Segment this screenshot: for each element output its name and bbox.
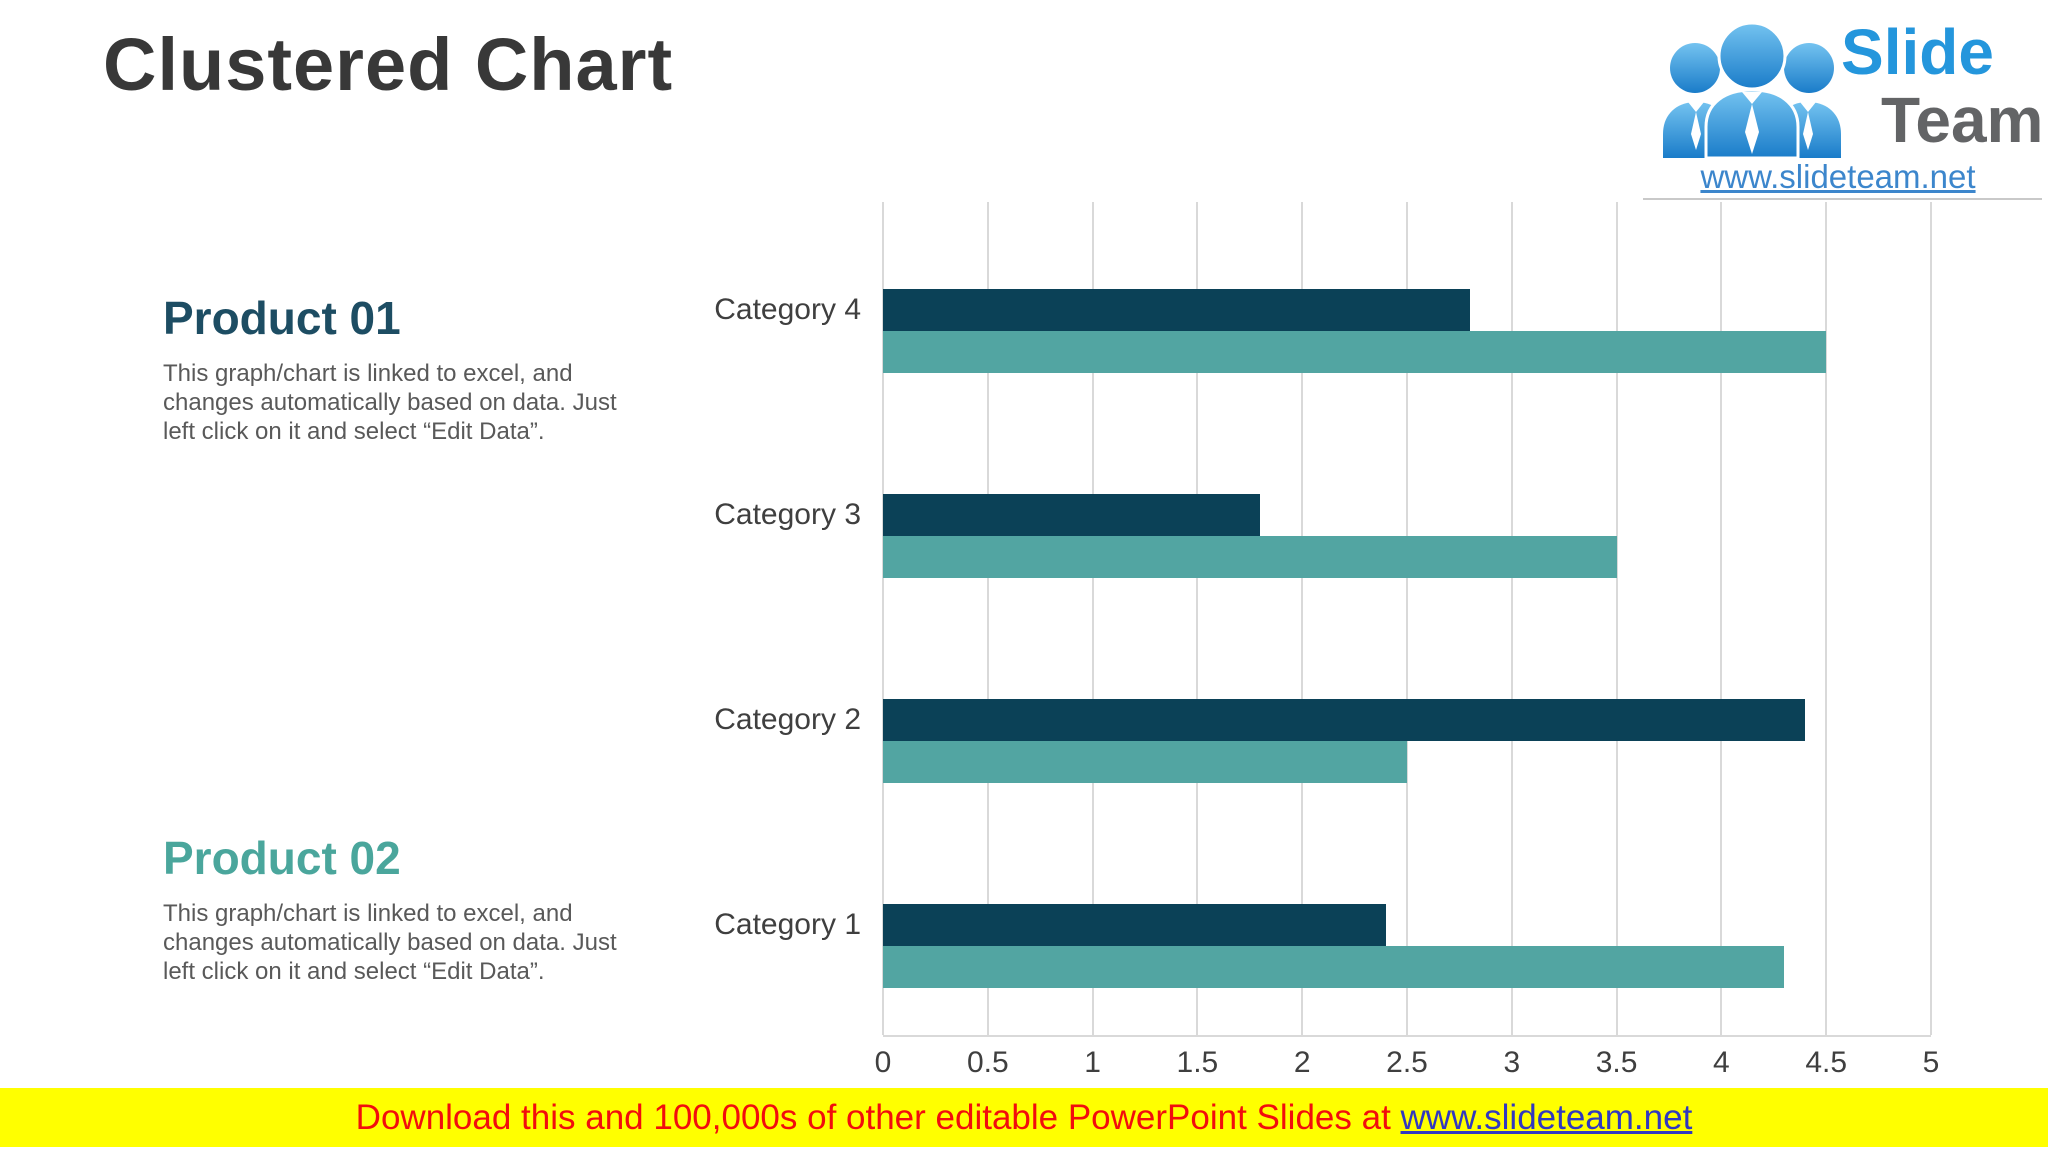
x-tick-label: 0.5: [966, 1046, 1009, 1079]
product-02-description: This graph/chart is linked to excel, and…: [163, 899, 663, 986]
logo-url-link[interactable]: www.slideteam.net: [1700, 158, 1976, 195]
product-02-block: Product 02 This graph/chart is linked to…: [163, 835, 663, 986]
bar-category-4-product-02: [883, 331, 1827, 373]
bar-category-3-product-01: [883, 494, 1261, 536]
category-label: Category 4: [714, 293, 861, 326]
product-01-description: This graph/chart is linked to excel, and…: [163, 359, 663, 446]
x-tick-label: 3: [1503, 1046, 1521, 1079]
x-tick-label: 2.5: [1386, 1046, 1428, 1079]
gridline: [1091, 202, 1094, 1035]
bar-category-1-product-01: [883, 904, 1387, 946]
description-line: changes automatically based on data. Jus…: [163, 929, 617, 956]
description-line: left click on it and select “Edit Data”.: [163, 958, 545, 985]
chart-plot-area[interactable]: [882, 202, 1932, 1037]
slideteam-logo: Slide Team www.slideteam.net: [1643, 6, 2044, 200]
gridline: [1510, 202, 1513, 1035]
x-tick-label: 2: [1293, 1046, 1311, 1079]
product-01-block: Product 01 This graph/chart is linked to…: [163, 295, 663, 446]
gridline: [1720, 202, 1723, 1035]
bar-category-4-product-01: [883, 289, 1470, 331]
category-label: Category 2: [714, 703, 861, 736]
product-02-heading: Product 02: [163, 832, 401, 884]
page-title: Clustered Chart: [103, 23, 674, 106]
gridline: [1930, 202, 1932, 1035]
category-label: Category 1: [714, 908, 861, 941]
download-banner: Download this and 100,000s of other edit…: [0, 1088, 2048, 1147]
logo-slide-text: Slide: [1841, 16, 1994, 88]
banner-link[interactable]: www.slideteam.net: [1400, 1098, 1693, 1137]
gridline: [1196, 202, 1199, 1035]
value-axis: 0 0.5 1 1.5 2 2.5 3 3.5 4 4.5 5: [875, 1046, 1940, 1086]
x-tick-label: 4.5: [1805, 1046, 1848, 1079]
description-line: changes automatically based on data. Jus…: [163, 389, 617, 416]
x-tick-label: 5: [1922, 1046, 1940, 1079]
logo-team-text: Team: [1881, 84, 2044, 156]
x-tick-label: 4: [1713, 1046, 1730, 1079]
x-tick-label: 3.5: [1595, 1046, 1638, 1079]
product-01-heading: Product 01: [163, 292, 401, 344]
category-label: Category 3: [714, 498, 861, 531]
gridline: [1615, 202, 1618, 1035]
category-axis: Category 4 Category 3 Category 2 Category 1: [620, 202, 861, 1035]
bar-category-2-product-02: [883, 741, 1407, 783]
bar-category-2-product-01: [883, 699, 1806, 741]
bar-category-3-product-02: [883, 536, 1617, 578]
gridline: [986, 202, 989, 1035]
gridline: [1301, 202, 1304, 1035]
x-tick-label: 1.5: [1176, 1046, 1219, 1079]
gridline: [1825, 202, 1828, 1035]
description-line: left click on it and select “Edit Data”.: [163, 418, 545, 445]
description-line: This graph/chart is linked to excel, and: [163, 360, 573, 387]
x-tick-label: 1: [1084, 1046, 1101, 1079]
banner-text: Download this and 100,000s of other edit…: [355, 1098, 1401, 1137]
people-icon: [1663, 21, 1841, 160]
x-tick-label: 0: [874, 1046, 892, 1079]
description-line: This graph/chart is linked to excel, and: [163, 900, 573, 927]
gridline: [882, 202, 884, 1035]
bar-category-1-product-02: [883, 946, 1785, 988]
gridline: [1406, 202, 1408, 1035]
